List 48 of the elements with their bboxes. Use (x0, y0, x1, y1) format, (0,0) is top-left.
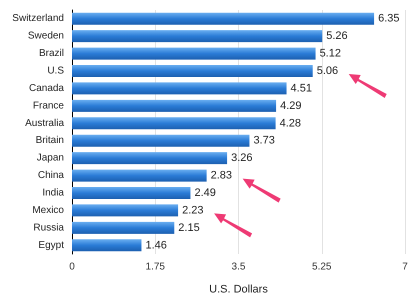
bar (72, 152, 228, 164)
y-tick-label: Mexico (32, 204, 64, 216)
bar (72, 170, 207, 182)
bar (72, 134, 250, 147)
y-tick-label: Japan (36, 152, 64, 164)
x-tick-label: 1.75 (146, 262, 166, 272)
y-tick-label: Britain (36, 135, 64, 146)
data-label: 3.26 (231, 152, 253, 164)
x-tick-label: 7 (402, 262, 408, 272)
data-label: 4.28 (280, 117, 302, 130)
y-tick-label: India (42, 188, 64, 198)
y-tick-label: France (32, 100, 64, 112)
data-label: 2.15 (178, 222, 200, 234)
y-tick-label: Russia (33, 222, 64, 234)
y-tick-label: Australia (25, 118, 64, 129)
data-label: 5.26 (326, 30, 348, 42)
x-tick-label: 5.25 (312, 262, 332, 272)
data-label: 2.83 (210, 170, 232, 182)
data-label: 4.51 (290, 82, 312, 94)
data-label: 5.12 (320, 48, 341, 60)
y-tick-label: Switzerland (12, 13, 64, 24)
bar (72, 100, 276, 112)
bar (72, 82, 287, 94)
data-label: 5.06 (316, 65, 338, 77)
y-tick-label: Sweden (28, 30, 64, 42)
data-label: 6.35 (378, 12, 400, 25)
y-tick-label: Egypt (38, 240, 64, 251)
bar (72, 30, 322, 42)
data-label: 1.46 (145, 239, 167, 252)
bar (72, 187, 190, 199)
data-label: 2.23 (182, 204, 204, 216)
bar (72, 222, 174, 234)
x-tick-label: 0 (69, 262, 76, 272)
x-axis-title: U.S. Dollars (209, 284, 268, 296)
data-label: 3.73 (253, 134, 275, 147)
bar (72, 12, 374, 25)
y-tick-label: Canada (28, 82, 64, 94)
y-tick-label: China (38, 170, 64, 182)
bar (72, 48, 316, 60)
data-label: 2.49 (194, 187, 216, 199)
y-tick-label: U.S (47, 66, 64, 76)
y-tick-label: Brazil (38, 48, 64, 60)
bar (72, 65, 313, 77)
data-label: 4.29 (280, 100, 302, 112)
bar (72, 239, 142, 252)
x-tick-label: 3.5 (232, 262, 246, 272)
bar (72, 204, 178, 216)
bar (72, 117, 276, 130)
